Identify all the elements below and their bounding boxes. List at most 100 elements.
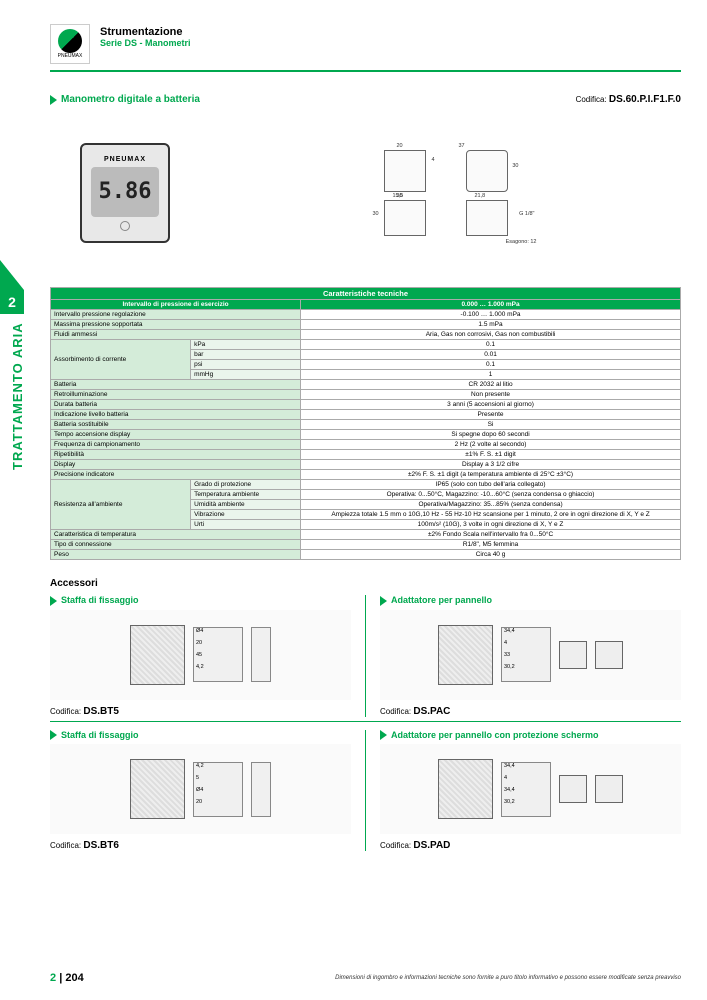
technical-diagrams: 20 4 15,5 22,5 30 37 30 30 21,8 G 1/8" [210,150,681,236]
footer-chapter: 2 [50,972,56,984]
accessory-drawing: 34,443330,2 [380,610,681,700]
spec-value: IP65 (solo con tubo dell'aria collegato) [301,480,681,490]
spec-table-title: Caratteristiche tecniche [51,288,681,300]
spec-row-label: Durata batteria [51,400,301,410]
accessories-grid: Staffa di fissaggio Ø420454,2 Codifica: … [50,595,681,851]
spec-value: ±1% F. S. ±1 digit [301,450,681,460]
spec-value: 1.5 mPa [301,320,681,330]
spec-row-label: Indicazione livello batteria [51,410,301,420]
accessory-photo [130,625,185,685]
arrow-icon [50,95,57,105]
spec-value: 3 anni (5 accensioni al giorno) [301,400,681,410]
spec-row-label: Retroilluminazione [51,390,301,400]
accessory-diagram: Ø420454,2 [193,627,243,682]
footer-separator: | [59,972,62,984]
spec-value: CR 2032 al litio [301,380,681,390]
spec-value: Display a 3 1/2 cifre [301,460,681,470]
spec-table: Caratteristiche tecniche Intervallo di p… [50,287,681,560]
spec-sublabel: psi [191,360,301,370]
spec-row-label: Fluidi ammessi [51,330,301,340]
accessory-code: Codifica: DS.BT5 [50,706,351,717]
diagram-thread: 21,8 G 1/8" Esagono: 12 [466,200,508,236]
logo-icon [58,29,82,53]
accessory-diagram: 34,4434,430,2 [501,762,551,817]
spec-row-label: Peso [51,550,301,560]
spec-sublabel: mmHg [191,370,301,380]
accessory-diagram: 34,443330,2 [501,627,551,682]
spec-value: 0.01 [301,350,681,360]
spec-row-label: Ripetibilità [51,450,301,460]
spec-row-label: Precisione indicatore [51,470,301,480]
diagram-side: 30 30 [384,200,426,236]
spec-value: Si spegne dopo 60 secondi [301,430,681,440]
accessory-diagram-2 [559,641,587,669]
footer-disclaimer: Dimensioni di ingombro e informazioni te… [335,975,681,981]
accessory-diagram-3 [595,775,623,803]
accessory-drawing: 34,4434,430,2 [380,744,681,834]
accessory-title: Staffa di fissaggio [50,730,351,741]
section-code: Codifica: DS.60.P.I.F1.F.0 [576,94,681,105]
spec-row-label: Caratteristica di temperatura [51,530,301,540]
header-divider [50,70,681,72]
accessory-photo [438,625,493,685]
product-display-value: 5.86 [91,167,159,217]
spec-row-label: Massima pressione sopportata [51,320,301,330]
accessory-diagram-side [251,762,271,817]
page-title: Strumentazione [100,26,191,38]
spec-value: 0.1 [301,360,681,370]
spec-value: ±2% F. S. ±1 digit (a temperatura ambien… [301,470,681,480]
spec-value: Presente [301,410,681,420]
spec-sublabel: Temperatura ambiente [191,490,301,500]
spec-sublabel: Vibrazione [191,510,301,520]
spec-value: Non presente [301,390,681,400]
arrow-icon [380,730,387,740]
product-photo: PNEUMAX 5.86 [80,143,170,243]
brand-logo: PNEUMAX [50,24,90,64]
spec-value: Circa 40 g [301,550,681,560]
spec-row-label: Frequenza di campionamento [51,440,301,450]
spec-row-label: Resistenza all'ambiente [51,480,191,530]
brand-text: PNEUMAX [58,53,83,59]
accessory-title: Adattatore per pannello con protezione s… [380,730,681,741]
section-title: Manometro digitale a batteria [61,94,200,105]
spec-value: Ampiezza totale 1.5 mm o 10G,10 Hz - 55 … [301,510,681,520]
accessory-code: Codifica: DS.BT6 [50,840,351,851]
page-subtitle: Serie DS - Manometri [100,38,191,48]
accessory-diagram: 4,25Ø420 [193,762,243,817]
accessory-diagram-3 [595,641,623,669]
spec-value: 0.000 … 1.000 mPa [301,300,681,310]
spec-value: Operativa/Magazzino: 35...85% (senza con… [301,500,681,510]
spec-value: 100m/s² (10G), 3 volte in ogni direzione… [301,520,681,530]
arrow-icon [380,596,387,606]
spec-row-label: Tipo di connessione [51,540,301,550]
product-brand: PNEUMAX [104,156,146,163]
arrow-icon [50,596,57,606]
accessory-diagram-2 [559,775,587,803]
spec-sublabel: Urti [191,520,301,530]
accessory-diagram-side [251,627,271,682]
spec-value: 1 [301,370,681,380]
spec-sublabel: Grado di protezione [191,480,301,490]
accessory-photo [130,759,185,819]
spec-value: 2 Hz (2 volte al secondo) [301,440,681,450]
spec-row-label: Display [51,460,301,470]
accessory-photo [438,759,493,819]
accessory-drawing: 4,25Ø420 [50,744,351,834]
diagram-front: 20 4 15,5 22,5 [384,150,426,192]
spec-row-label: Intervallo pressione regolazione [51,310,301,320]
spec-sublabel: Umidità ambiente [191,500,301,510]
spec-row-label: Tempo accensione display [51,430,301,440]
accessory-title: Adattatore per pannello [380,595,681,606]
page-header: PNEUMAX Strumentazione Serie DS - Manome… [50,24,681,64]
spec-row-label: Batteria [51,380,301,390]
spec-row-label: Assorbimento di corrente [51,340,191,380]
spec-value: Operativa: 0...50°C, Magazzino: -10...60… [301,490,681,500]
accessory-drawing: Ø420454,2 [50,610,351,700]
arrow-icon [50,730,57,740]
spec-value: -0.100 … 1.000 mPa [301,310,681,320]
spec-value: ±2% Fondo Scala nell'intervallo fra 0...… [301,530,681,540]
accessory-title: Staffa di fissaggio [50,595,351,606]
drawing-area: PNEUMAX 5.86 20 4 15,5 22,5 30 37 30 [50,113,681,273]
spec-sublabel: kPa [191,340,301,350]
spec-sublabel: bar [191,350,301,360]
